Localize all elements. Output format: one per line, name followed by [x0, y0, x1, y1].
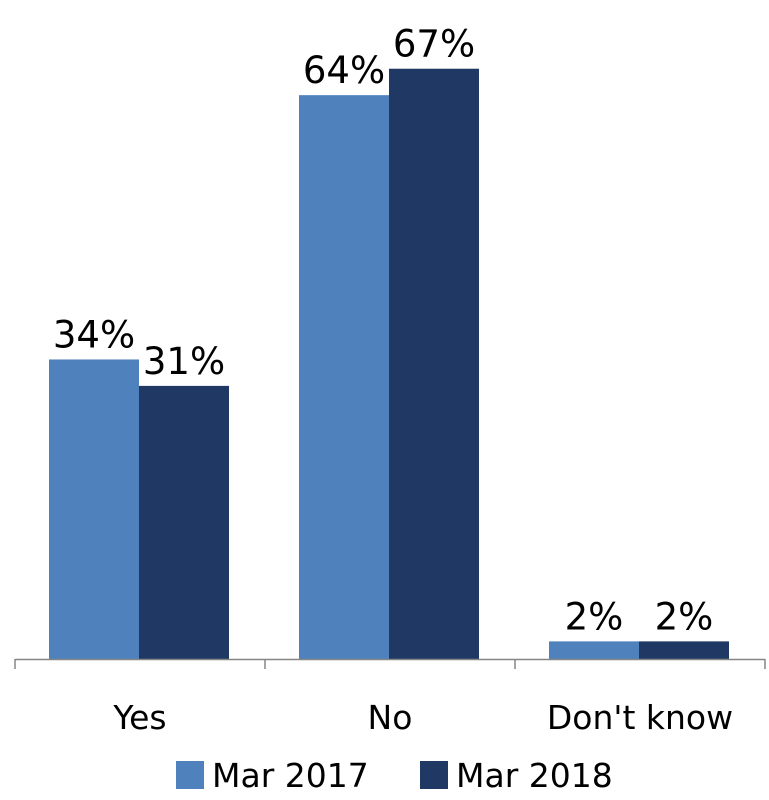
bar-yes-series-1 — [49, 359, 139, 659]
category-label: Yes — [112, 698, 166, 737]
data-label: 64% — [303, 49, 385, 92]
bar-don-t-know-series-1 — [549, 641, 639, 659]
data-label: 34% — [53, 313, 135, 356]
data-label: 2% — [565, 595, 624, 638]
category-labels-layer: Yes No Don't know — [112, 698, 733, 737]
category-label: No — [368, 698, 413, 737]
bar-no-series-1 — [299, 95, 389, 659]
category-label: Don't know — [547, 698, 733, 737]
data-label: 31% — [143, 340, 225, 383]
bar-yes-series-2 — [139, 385, 229, 659]
legend-label: Mar 2017 — [212, 756, 369, 795]
legend-swatch — [176, 761, 204, 789]
data-labels-layer: 34%31% 64%67% 2% 2% — [53, 23, 713, 639]
x-axis — [14, 658, 766, 669]
data-label: 67% — [393, 23, 475, 66]
bar-don-t-know-series-2 — [639, 641, 729, 659]
legend-swatch — [420, 761, 448, 789]
legend-label: Mar 2018 — [456, 756, 613, 795]
bar-no-series-2 — [389, 68, 479, 660]
legend: Mar 2017 Mar 2018 — [176, 756, 613, 795]
bars-layer — [49, 68, 729, 660]
data-label: 2% — [655, 595, 714, 638]
